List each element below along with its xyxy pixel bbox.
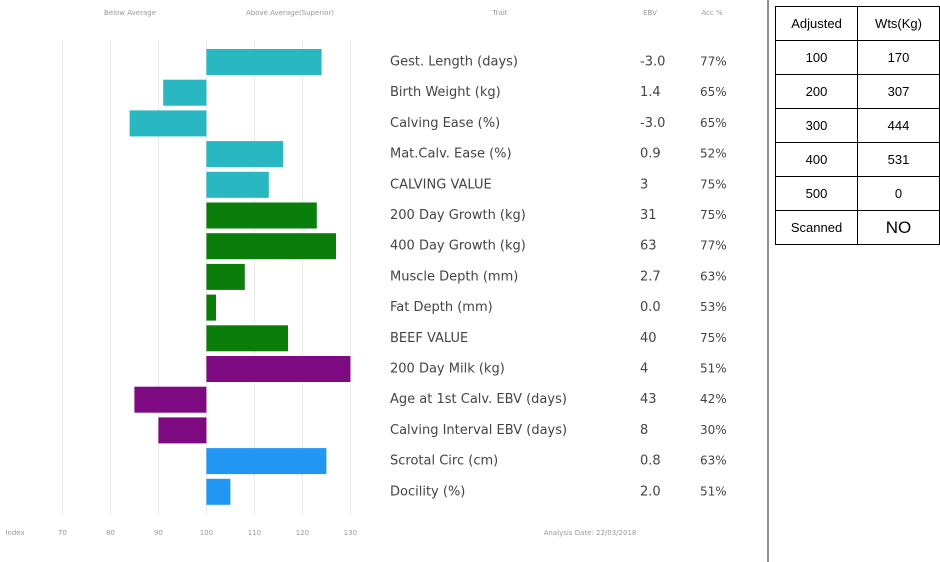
acc-value: 52% <box>700 147 727 161</box>
header-right: Above Average(Superior) <box>246 9 334 17</box>
trait-name: 400 Day Growth (kg) <box>390 239 526 254</box>
trait-name: Fat Depth (mm) <box>390 300 493 315</box>
bar <box>206 49 322 75</box>
bar <box>158 417 207 444</box>
table-cell: 170 <box>857 40 940 75</box>
trait-name: Mat.Calv. Ease (%) <box>390 147 512 162</box>
bar <box>206 325 288 352</box>
col-trait: Trait <box>491 9 507 17</box>
header-left: Below Average <box>104 9 156 17</box>
bar <box>206 294 216 321</box>
acc-value: 42% <box>700 392 727 406</box>
trait-name: Age at 1st Calv. EBV (days) <box>390 392 567 407</box>
ebv-value: -3.0 <box>640 55 665 70</box>
table-row: 100 170 <box>774 40 940 75</box>
col-acc: Acc % <box>701 9 723 17</box>
table-cell: Adjusted <box>774 6 859 41</box>
ebv-value: 4 <box>640 362 648 377</box>
footnote: Analysis Date: 22/03/2018 <box>544 529 637 537</box>
trait-name: Scrotal Circ (cm) <box>390 454 498 469</box>
trait-name: BEEF VALUE <box>390 331 468 346</box>
table-cell: 100 <box>774 40 859 75</box>
x-tick-label: 100 <box>200 529 213 537</box>
ebv-value: 43 <box>640 392 657 407</box>
ebv-value: 8 <box>640 423 648 438</box>
table-cell: 300 <box>774 108 859 143</box>
table-row: Scanned NO <box>774 210 940 245</box>
acc-value: 51% <box>700 484 727 498</box>
acc-value: 65% <box>700 85 727 99</box>
ebv-value: 1.4 <box>640 85 661 100</box>
ebv-value: 63 <box>640 239 657 254</box>
table-cell: 444 <box>857 108 940 143</box>
x-tick-label: 90 <box>154 529 163 537</box>
bar <box>206 263 245 290</box>
trait-name: 200 Day Milk (kg) <box>390 362 505 377</box>
acc-value: 75% <box>700 177 727 191</box>
bar <box>129 110 207 137</box>
ebv-value: 3 <box>640 177 648 192</box>
acc-value: 75% <box>700 208 727 222</box>
trait-name: Birth Weight (kg) <box>390 85 501 100</box>
table-cell: 531 <box>857 142 940 177</box>
ebv-value: 2.7 <box>640 269 661 284</box>
acc-value: 63% <box>700 454 727 468</box>
trait-name: Muscle Depth (mm) <box>390 269 518 284</box>
acc-value: 77% <box>700 239 727 253</box>
bar <box>206 202 317 229</box>
trait-name: Calving Interval EBV (days) <box>390 423 567 438</box>
x-tick-label: 120 <box>296 529 309 537</box>
trait-name: Gest. Length (days) <box>390 55 518 70</box>
table-cell: 400 <box>774 142 859 177</box>
bar <box>206 478 231 505</box>
x-tick-label: 110 <box>248 529 261 537</box>
ebv-value: 2.0 <box>640 484 661 499</box>
x-tick-label: 70 <box>58 529 67 537</box>
table-cell: Wts(Kg) <box>857 6 940 41</box>
bar <box>206 171 269 198</box>
table-row: Adjusted Wts(Kg) <box>774 6 940 41</box>
table-row: 400 531 <box>774 142 940 177</box>
table-cell: 500 <box>774 176 859 211</box>
ebv-value: 40 <box>640 331 657 346</box>
acc-value: 75% <box>700 331 727 345</box>
ebv-value: 31 <box>640 208 657 223</box>
col-ebv: EBV <box>643 9 657 17</box>
bar <box>206 448 327 475</box>
table-row: 500 0 <box>774 176 940 211</box>
bar <box>163 79 207 106</box>
bar <box>134 386 207 413</box>
ebv-value: 0.0 <box>640 300 661 315</box>
trait-name: CALVING VALUE <box>390 177 492 192</box>
ebv-value: 0.8 <box>640 454 661 469</box>
table-row: 300 444 <box>774 108 940 143</box>
x-tick-label: 80 <box>106 529 115 537</box>
table-cell: Scanned <box>774 210 859 245</box>
acc-value: 77% <box>700 55 727 69</box>
acc-value: 63% <box>700 269 727 283</box>
acc-value: 65% <box>700 116 727 130</box>
x-tick-label: 130 <box>344 529 357 537</box>
trait-name: 200 Day Growth (kg) <box>390 208 526 223</box>
x-axis-label: Index <box>5 529 24 537</box>
bar <box>206 356 351 382</box>
table-cell: NO <box>857 210 940 245</box>
acc-value: 51% <box>700 362 727 376</box>
table-cell: 307 <box>857 74 940 109</box>
bar <box>206 233 336 260</box>
table-cell: 200 <box>774 74 859 109</box>
table-row: 200 307 <box>774 74 940 109</box>
ebv-value: 0.9 <box>640 147 661 162</box>
trait-name: Calving Ease (%) <box>390 116 500 131</box>
acc-value: 53% <box>700 300 727 314</box>
bar <box>206 141 284 168</box>
ebv-value: -3.0 <box>640 116 665 131</box>
acc-value: 30% <box>700 423 727 437</box>
trait-name: Docility (%) <box>390 484 465 499</box>
weights-table: Adjusted Wts(Kg) 100 170 200 307 300 444 400 531 5… <box>774 6 940 245</box>
table-cell: 0 <box>857 176 940 211</box>
